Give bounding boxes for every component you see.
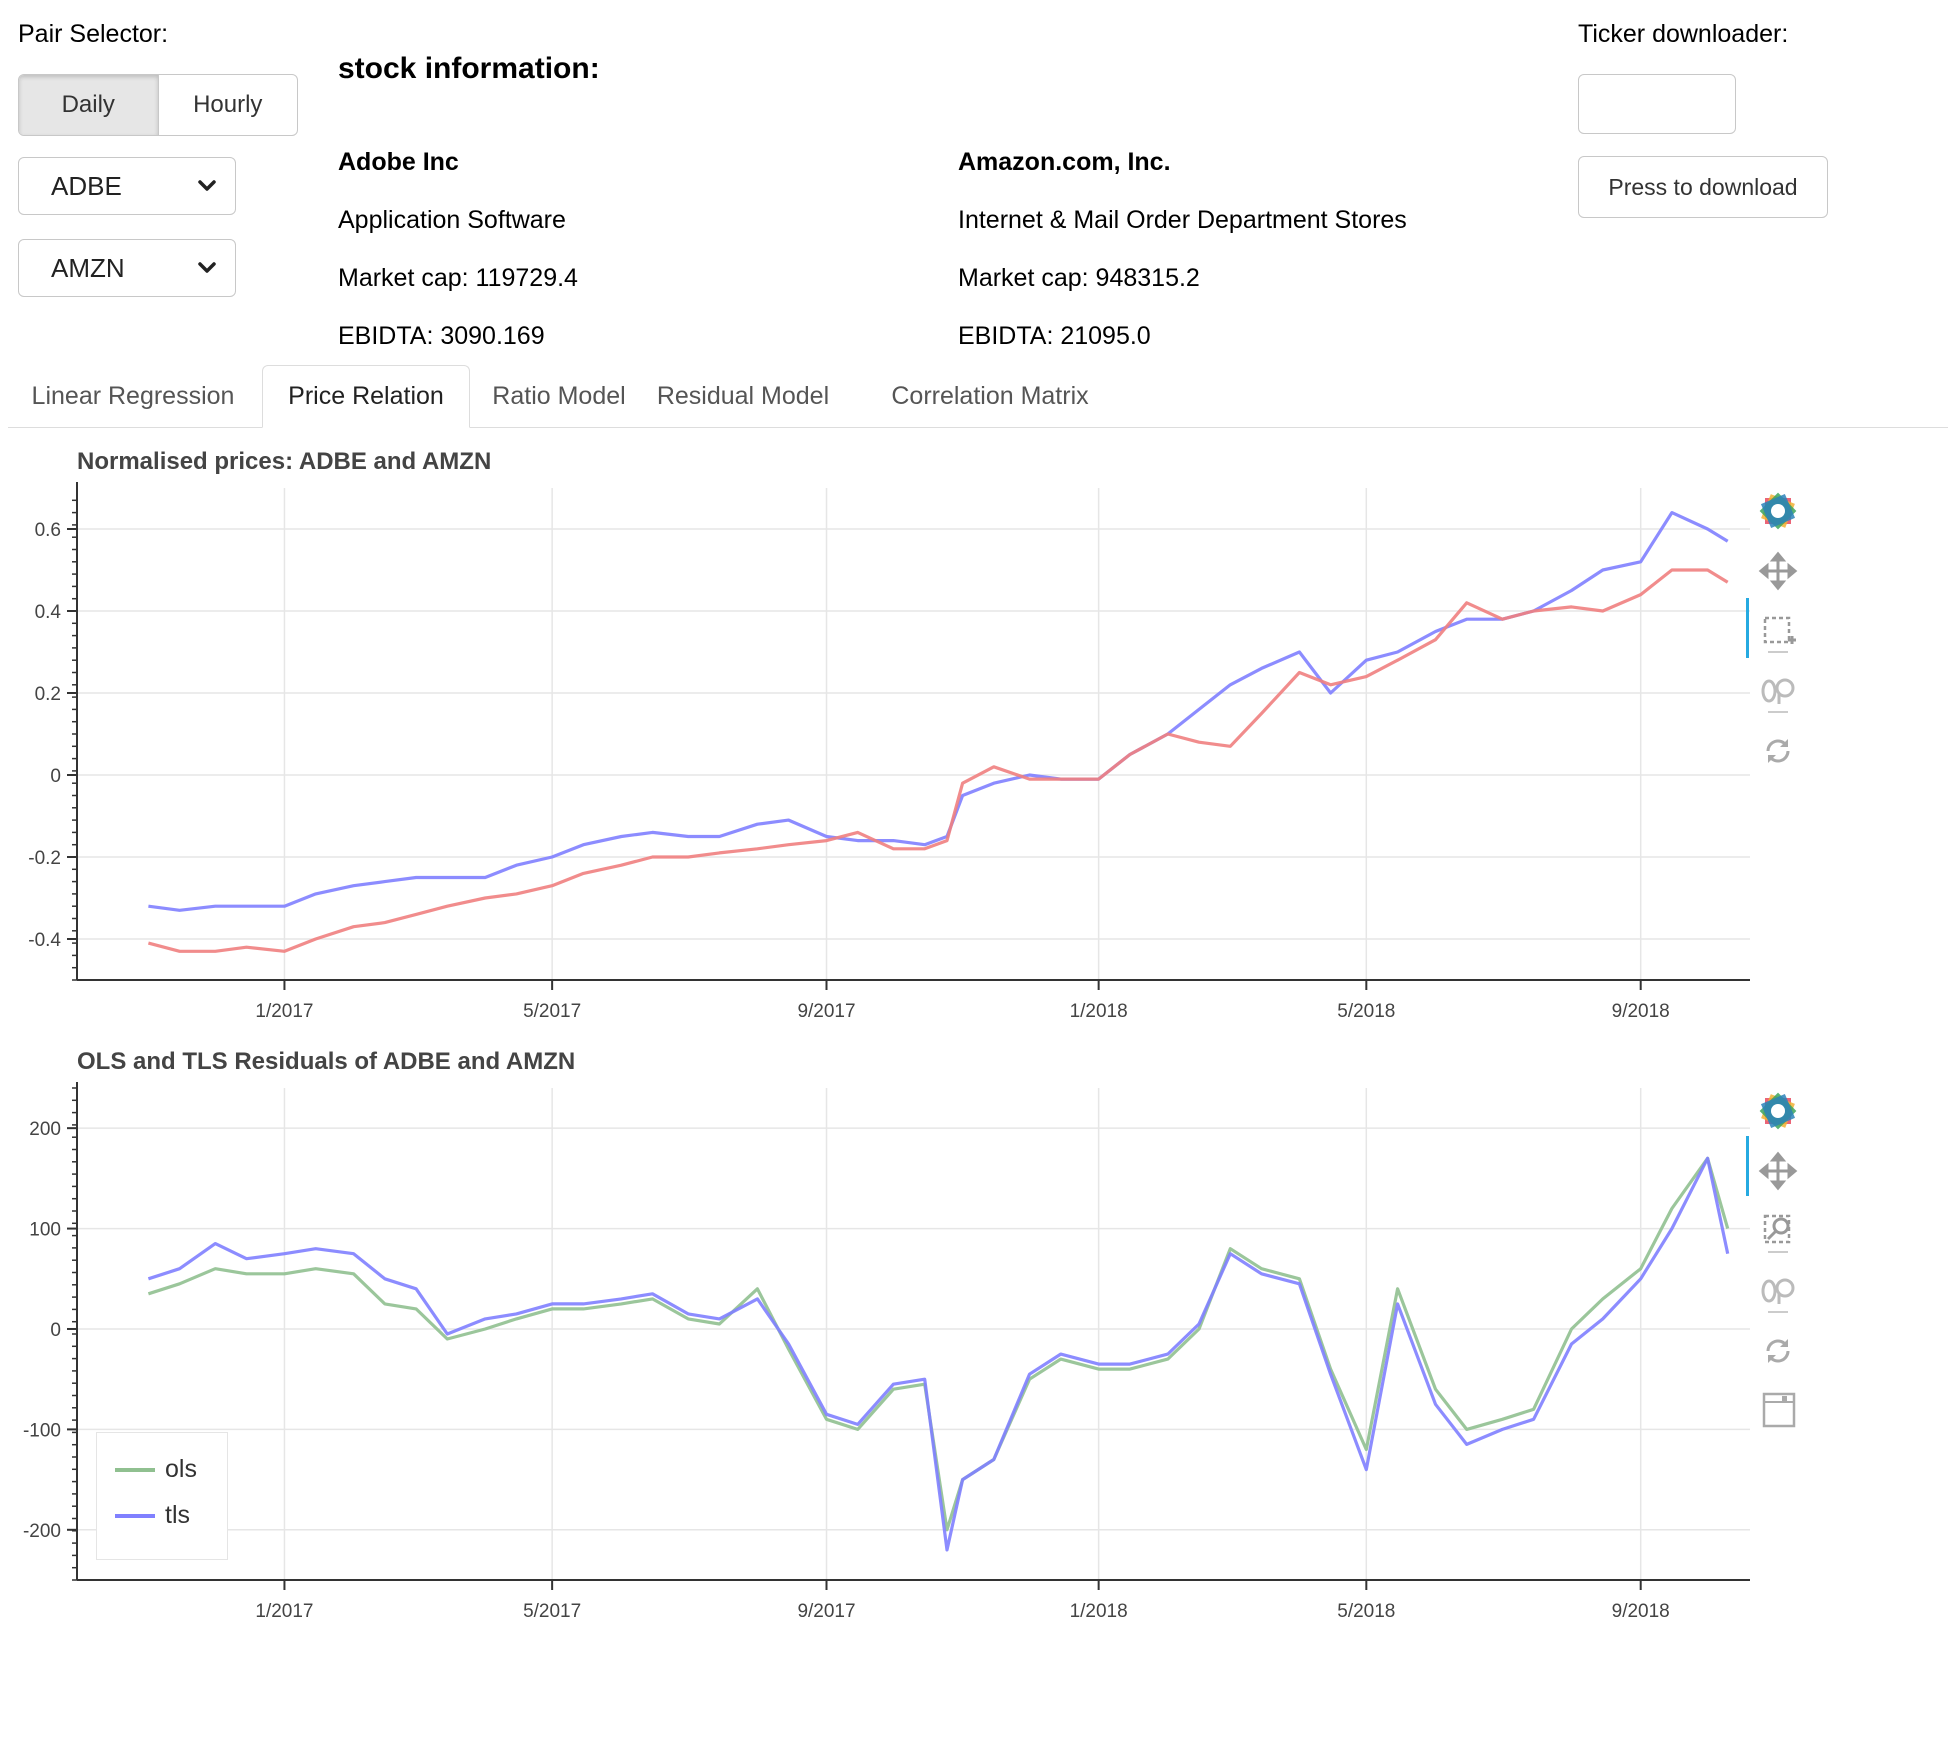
box-zoom-icon[interactable]: [1748, 1206, 1808, 1256]
x-tick-label: 1/2017: [255, 1601, 313, 1622]
x-tick-label: 9/2017: [797, 1601, 855, 1622]
y-tick-label: 0: [50, 1320, 61, 1341]
bokeh-logo-icon[interactable]: [1748, 486, 1808, 536]
save-icon[interactable]: [1748, 1386, 1808, 1436]
legend-label-tls: tls: [165, 1501, 190, 1529]
left-ebidta: EBIDTA: 3090.169: [338, 322, 545, 350]
y-tick-label: 200: [29, 1119, 61, 1140]
x-tick-label: 5/2017: [523, 1601, 581, 1622]
y-tick-label: -100: [23, 1420, 61, 1441]
y-tick-label: 0.2: [35, 684, 61, 705]
wheel-zoom-icon[interactable]: [1748, 1266, 1808, 1316]
y-tick-label: 0: [50, 766, 61, 787]
bokeh-logo-icon[interactable]: [1748, 1086, 1808, 1136]
residuals-chart[interactable]: -200 -100 0 100 200 1/2017 5/2017 9/2017 1/2018 5…: [0, 1070, 1760, 1640]
tab-correlation-matrix[interactable]: Correlation Matrix: [891, 381, 1089, 410]
x-tick-label: 1/2018: [1070, 1001, 1128, 1022]
series-line-tls: [147, 1156, 1730, 1552]
x-tick-label: 9/2018: [1612, 1001, 1670, 1022]
box-zoom-icon[interactable]: [1748, 606, 1808, 656]
ticker-b-select[interactable]: AMZN: [18, 239, 236, 297]
daily-button[interactable]: Daily: [19, 75, 159, 135]
chevron-down-icon: [198, 262, 216, 273]
tab-linear-regression[interactable]: Linear Regression: [31, 381, 235, 410]
normalised-price-chart[interactable]: -0.4 -0.2 0 0.2 0.4 0.6 1/2017 5/2017 9/2017 1/20…: [0, 470, 1760, 1040]
price-chart-title: Normalised prices: ADBE and AMZN: [77, 448, 492, 475]
interval-toggle[interactable]: Daily Hourly: [18, 74, 298, 136]
right-industry: Internet & Mail Order Department Stores: [958, 206, 1407, 234]
reset-icon[interactable]: [1748, 1326, 1808, 1376]
residuals-legend: ols tls: [96, 1432, 228, 1560]
left-market-cap: Market cap: 119729.4: [338, 264, 578, 292]
y-tick-label: -0.2: [28, 848, 61, 869]
legend-label-ols: ols: [165, 1455, 197, 1483]
tab-price-relation[interactable]: Price Relation: [262, 365, 470, 428]
pan-icon[interactable]: [1748, 1146, 1808, 1196]
x-tick-label: 9/2018: [1612, 1601, 1670, 1622]
series-line-ols: [147, 1156, 1730, 1532]
x-tick-label: 5/2018: [1337, 1001, 1395, 1022]
ticker-a-select[interactable]: ADBE: [18, 157, 236, 215]
download-button[interactable]: Press to download: [1578, 156, 1828, 218]
residuals-chart-title: OLS and TLS Residuals of ADBE and AMZN: [77, 1048, 576, 1075]
ticker-a-value: ADBE: [51, 170, 122, 201]
legend-item-ols: ols: [115, 1453, 225, 1487]
x-tick-label: 9/2017: [797, 1001, 855, 1022]
ticker-b-value: AMZN: [51, 252, 125, 283]
tab-residual-model[interactable]: Residual Model: [656, 381, 830, 410]
series-line-series-1: [147, 568, 1729, 953]
left-company-name: Adobe Inc: [338, 148, 459, 176]
chevron-down-icon: [198, 180, 216, 191]
y-tick-label: 0.6: [35, 520, 61, 541]
y-tick-label: 0.4: [35, 602, 62, 623]
wheel-zoom-icon[interactable]: [1748, 666, 1808, 716]
price-chart-toolbar: [1746, 480, 1808, 780]
x-tick-label: 1/2018: [1070, 1601, 1128, 1622]
right-company-name: Amazon.com, Inc.: [958, 148, 1171, 176]
right-market-cap: Market cap: 948315.2: [958, 264, 1200, 292]
stock-info-heading: stock information:: [338, 52, 600, 85]
y-tick-label: -200: [23, 1521, 61, 1542]
series-line-series-0: [148, 511, 1729, 912]
right-ebidta: EBIDTA: 21095.0: [958, 322, 1151, 350]
ticker-input[interactable]: [1578, 74, 1736, 134]
pair-selector-label: Pair Selector:: [18, 20, 169, 48]
active-tool-indicator: [1746, 598, 1749, 658]
residuals-chart-toolbar: [1746, 1080, 1808, 1460]
legend-swatch-ols: [115, 1468, 155, 1472]
tab-ratio-model[interactable]: Ratio Model: [492, 381, 626, 410]
legend-swatch-tls: [115, 1514, 155, 1518]
x-tick-label: 1/2017: [255, 1001, 313, 1022]
hourly-button[interactable]: Hourly: [193, 91, 263, 118]
ticker-downloader-label: Ticker downloader:: [1578, 20, 1789, 48]
y-tick-label: -0.4: [28, 930, 61, 951]
x-tick-label: 5/2017: [523, 1001, 581, 1022]
pan-icon[interactable]: [1748, 546, 1808, 596]
active-tool-indicator: [1746, 1136, 1749, 1196]
tab-bar: Linear Regression Price Relation Ratio M…: [8, 365, 1948, 428]
y-tick-label: 100: [29, 1220, 61, 1241]
left-industry: Application Software: [338, 206, 566, 234]
legend-item-tls: tls: [115, 1499, 225, 1533]
reset-icon[interactable]: [1748, 726, 1808, 776]
x-tick-label: 5/2018: [1337, 1601, 1395, 1622]
